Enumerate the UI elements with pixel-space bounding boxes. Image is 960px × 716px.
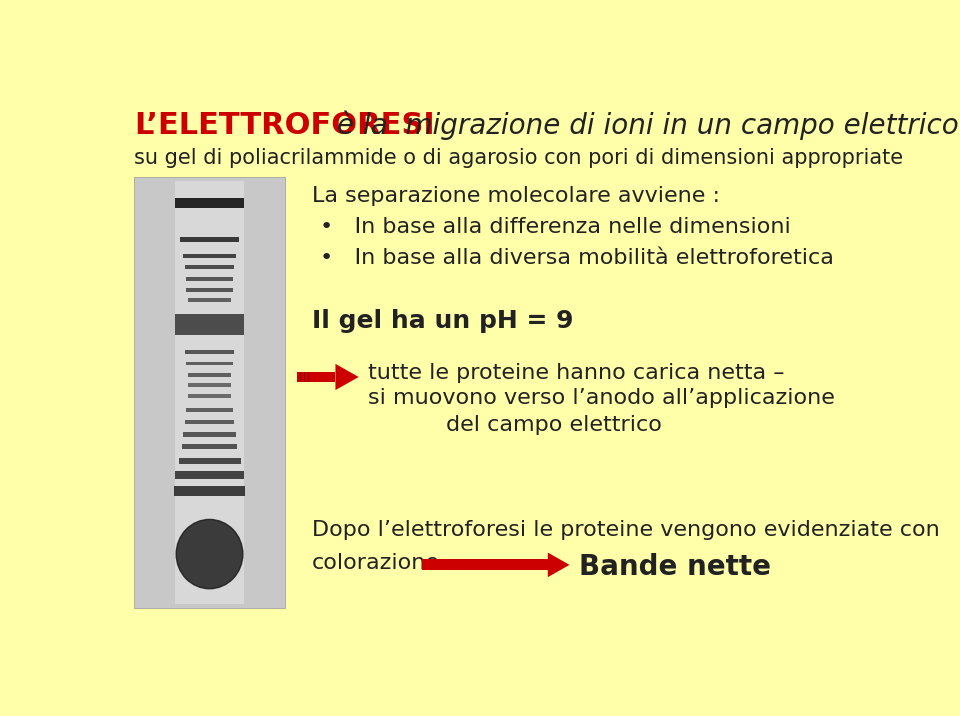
Text: si muovono verso l’anodo all’applicazione: si muovono verso l’anodo all’applicazion… bbox=[368, 388, 835, 407]
FancyBboxPatch shape bbox=[300, 372, 301, 382]
Text: Bande nette: Bande nette bbox=[579, 553, 771, 581]
FancyBboxPatch shape bbox=[188, 373, 231, 377]
Text: Dopo l’elettroforesi le proteine vengono evidenziate con: Dopo l’elettroforesi le proteine vengono… bbox=[312, 521, 940, 540]
FancyBboxPatch shape bbox=[422, 559, 548, 570]
FancyBboxPatch shape bbox=[184, 420, 234, 424]
Text: su gel di poliacrilammide o di agarosio con pori di dimensioni appropriate: su gel di poliacrilammide o di agarosio … bbox=[134, 147, 903, 168]
FancyBboxPatch shape bbox=[188, 383, 231, 387]
FancyBboxPatch shape bbox=[188, 394, 231, 398]
FancyBboxPatch shape bbox=[176, 314, 244, 335]
FancyBboxPatch shape bbox=[184, 266, 234, 269]
FancyBboxPatch shape bbox=[175, 180, 245, 604]
FancyBboxPatch shape bbox=[186, 362, 232, 365]
FancyBboxPatch shape bbox=[186, 408, 232, 412]
FancyBboxPatch shape bbox=[303, 372, 305, 382]
Text: La separazione molecolare avviene :: La separazione molecolare avviene : bbox=[312, 186, 720, 206]
FancyBboxPatch shape bbox=[297, 372, 335, 382]
FancyBboxPatch shape bbox=[184, 350, 234, 354]
FancyBboxPatch shape bbox=[180, 237, 239, 242]
FancyBboxPatch shape bbox=[183, 253, 236, 258]
FancyBboxPatch shape bbox=[307, 372, 309, 382]
FancyBboxPatch shape bbox=[174, 486, 245, 495]
FancyBboxPatch shape bbox=[186, 277, 232, 281]
Text: Il gel ha un pH = 9: Il gel ha un pH = 9 bbox=[312, 309, 574, 333]
Polygon shape bbox=[335, 364, 359, 390]
FancyBboxPatch shape bbox=[134, 177, 285, 608]
FancyBboxPatch shape bbox=[176, 198, 244, 208]
Text: •   In base alla differenza nelle dimensioni: • In base alla differenza nelle dimensio… bbox=[320, 217, 791, 237]
Text: è la  migrazione di ioni in un campo elettrico: è la migrazione di ioni in un campo elet… bbox=[337, 110, 959, 140]
FancyBboxPatch shape bbox=[179, 458, 241, 464]
FancyBboxPatch shape bbox=[183, 432, 236, 437]
FancyBboxPatch shape bbox=[186, 289, 232, 292]
FancyBboxPatch shape bbox=[181, 444, 237, 449]
Text: •   In base alla diversa mobilità elettroforetica: • In base alla diversa mobilità elettrof… bbox=[320, 248, 834, 268]
Text: tutte le proteine hanno carica netta –: tutte le proteine hanno carica netta – bbox=[368, 363, 784, 383]
Ellipse shape bbox=[177, 519, 243, 589]
FancyBboxPatch shape bbox=[176, 471, 244, 478]
FancyBboxPatch shape bbox=[188, 299, 231, 302]
Text: colorazione: colorazione bbox=[312, 553, 441, 573]
Text: del campo elettrico: del campo elettrico bbox=[445, 415, 661, 435]
Text: L’ELETTROFORESI: L’ELETTROFORESI bbox=[134, 110, 435, 140]
Polygon shape bbox=[548, 553, 569, 577]
